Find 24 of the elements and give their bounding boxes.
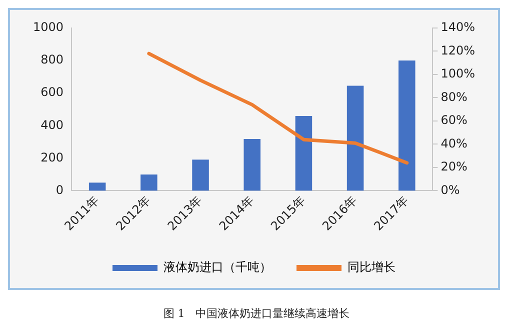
y2-tick-label: 140% (440, 20, 476, 34)
bar (88, 182, 106, 191)
bar (140, 174, 158, 191)
y2-tick-label: 20% (440, 160, 468, 174)
y2-tick-label: 40% (440, 136, 468, 150)
y-tick-label: 800 (40, 52, 64, 67)
y2-tick-label: 60% (440, 113, 468, 128)
y-tick-label: 400 (40, 118, 64, 132)
y-tick-label: 200 (40, 150, 64, 164)
y-tick-label: 0 (56, 182, 64, 197)
y-tick-label: 1000 (32, 20, 64, 34)
bar (346, 86, 364, 191)
bar (295, 116, 312, 191)
y2-tick-label: 100% (440, 66, 476, 81)
y-tick-label: 600 (40, 85, 64, 100)
caption: 图 1 中国液体奶进口量继续高速增长 (162, 306, 351, 321)
legend-label: 同比增长 (348, 260, 396, 274)
y2-tick-label: 120% (440, 43, 476, 58)
legend-label: 液体奶进口（千吨） (164, 260, 272, 274)
bar (398, 60, 416, 191)
y2-tick-label: 0% (440, 182, 460, 197)
y2-tick-label: 80% (440, 90, 468, 104)
bar (192, 160, 209, 191)
bar (244, 138, 260, 191)
